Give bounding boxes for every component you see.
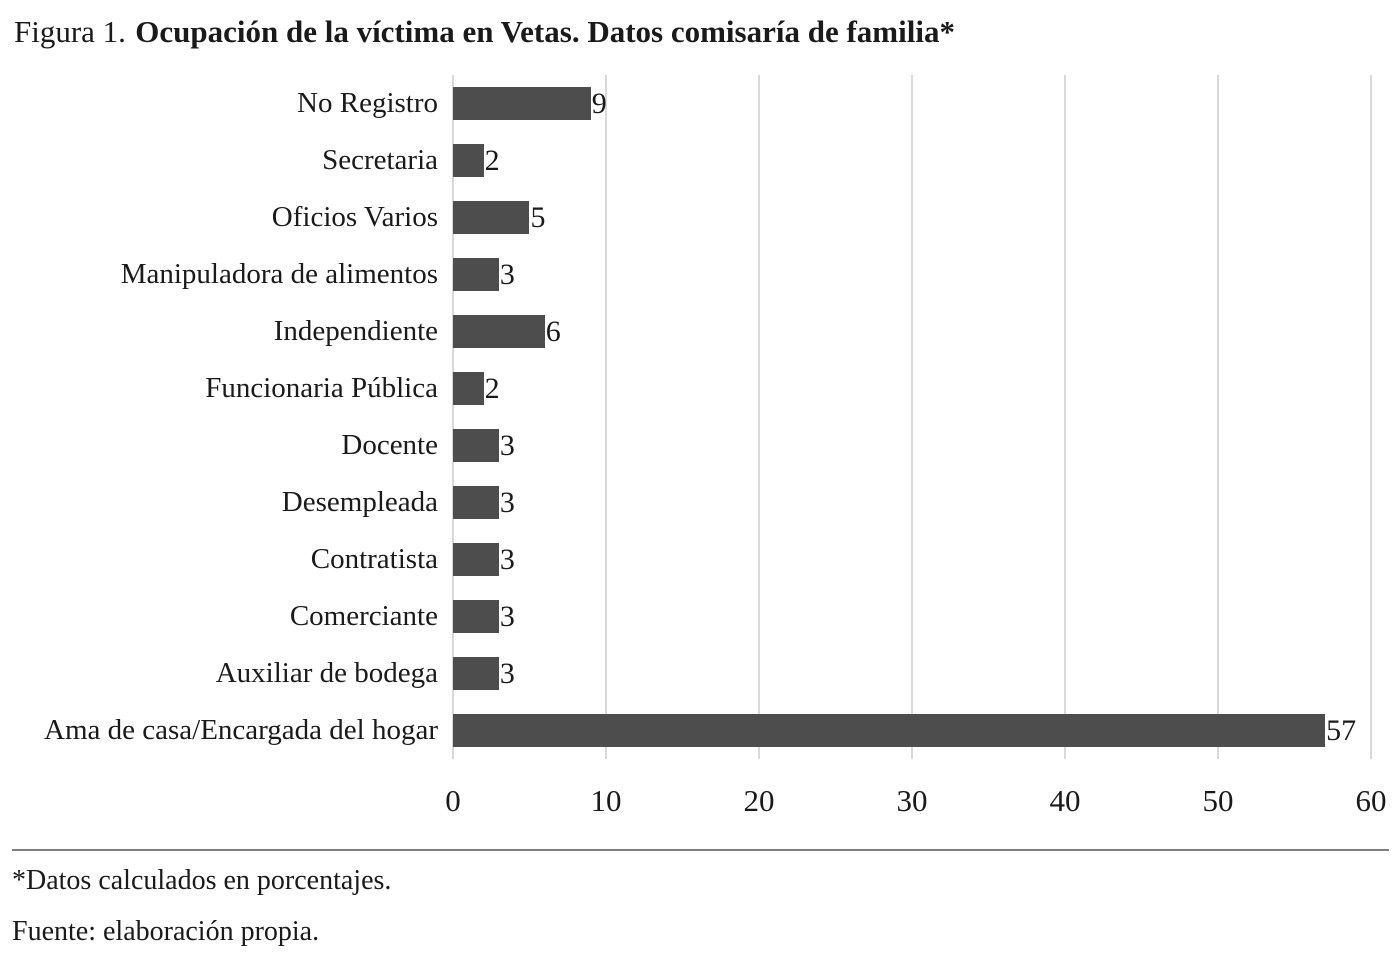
category-label: Comerciante [289,600,438,633]
bar-track: 57 [453,713,1371,748]
x-tick-label: 30 [896,783,928,819]
x-tick-label: 10 [590,783,622,819]
gridlines [452,75,1372,760]
bar-row: Comerciante 3 [0,588,1395,645]
value-label: 3 [499,428,515,462]
gridline [452,75,454,760]
gridline [1217,75,1219,760]
category-label: Manipuladora de alimentos [120,258,438,291]
bar [453,258,499,292]
value-label: 57 [1326,713,1357,747]
value-label: 2 [484,143,500,177]
bar-track: 3 [453,542,1371,577]
bar-track: 3 [453,428,1371,463]
bar [453,486,499,520]
value-label: 2 [484,371,500,405]
bar-row: Contratista 3 [0,531,1395,588]
value-label: 9 [591,86,607,120]
bar-track: 9 [453,86,1371,121]
bar-row: Docente 3 [0,417,1395,474]
figure-title-prefix: Figura 1. [14,14,126,49]
bar-row: Ama de casa/Encargada del hogar 57 [0,702,1395,759]
gridline [911,75,913,760]
footnote-source: Fuente: elaboración propia. [12,916,320,948]
figure-title: Figura 1. Ocupación de la víctima en Veta… [0,0,1395,52]
gridline [757,75,760,760]
bar [453,315,545,349]
x-tick-label: 60 [1355,783,1387,819]
footnotes: *Datos calculados en porcentajes. Fuente… [0,851,1395,946]
bar-track: 6 [453,314,1371,349]
value-label: 6 [545,314,561,348]
category-label: Funcionaria Pública [205,372,438,405]
bar-row: Funcionaria Pública 2 [0,360,1395,417]
bar-row: Independiente 6 [0,303,1395,360]
bar [453,657,499,691]
gridline [1370,75,1372,760]
category-label: Auxiliar de bodega [215,657,438,690]
gridline [604,75,607,760]
gridline [1063,75,1066,760]
category-label: Secretaria [322,144,438,177]
category-label: Desempleada [281,486,438,519]
bar-track: 3 [453,599,1371,634]
value-label: 3 [499,485,515,519]
bar-chart: No Registro 9 Secretaria 2 Oficios Varios 5 Ma… [0,75,1395,831]
category-label: Contratista [310,543,438,576]
x-axis: 0 10 20 30 40 50 60 [445,759,1386,831]
bar [453,543,499,577]
category-label: Independiente [273,315,438,348]
bar [453,600,499,634]
bar-row: Desempleada 3 [0,474,1395,531]
bar [453,87,591,121]
x-tick-label: 20 [743,783,775,819]
bar-row: Oficios Varios 5 [0,189,1395,246]
separator-rule [12,849,1389,852]
footnote-percentages: *Datos calculados en porcentajes. [12,865,392,897]
category-label: No Registro [297,87,438,120]
bar [453,714,1326,748]
x-tick-label: 40 [1049,783,1081,819]
bar [453,372,484,406]
x-tick-label: 0 [445,783,461,819]
plot-region: No Registro 9 Secretaria 2 Oficios Varios 5 Ma… [0,75,1395,760]
bar-track: 2 [453,371,1371,406]
value-label: 3 [499,656,515,690]
value-label: 3 [499,542,515,576]
bar-track: 3 [453,656,1371,691]
bar-row: Auxiliar de bodega 3 [0,645,1395,702]
category-label: Docente [341,429,438,462]
bar-row: Secretaria 2 [0,132,1395,189]
bar [453,201,530,235]
bar-track: 2 [453,143,1371,178]
value-label: 5 [530,200,546,234]
figure-title-text: Ocupación de la víctima en Vetas. Datos … [135,14,955,49]
bar [453,429,499,463]
plot-area: No Registro 9 Secretaria 2 Oficios Varios 5 Ma… [0,75,1395,759]
bar-row: Manipuladora de alimentos 3 [0,246,1395,303]
bar-track: 5 [453,200,1371,235]
bar-track: 3 [453,257,1371,292]
category-label: Oficios Varios [271,201,438,234]
category-label: Ama de casa/Encargada del hogar [44,714,438,747]
bar-track: 3 [453,485,1371,520]
value-label: 3 [499,599,515,633]
x-tick-label: 50 [1202,783,1234,819]
bar-row: No Registro 9 [0,75,1395,132]
bar [453,144,484,178]
value-label: 3 [499,257,515,291]
